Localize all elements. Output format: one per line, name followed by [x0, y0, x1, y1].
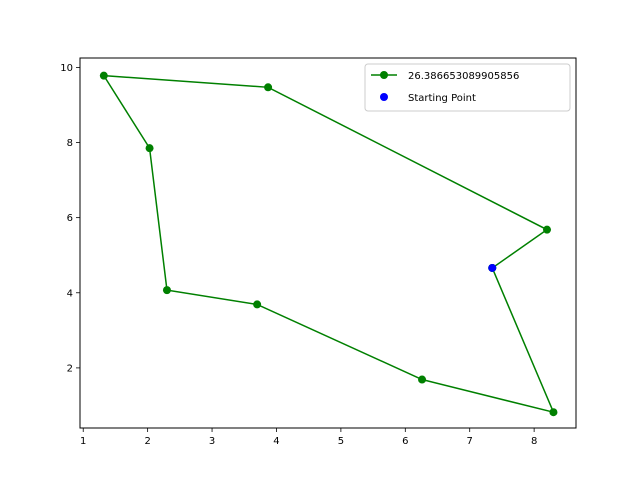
- route-point: [99, 71, 108, 80]
- legend-frame: [364, 63, 571, 112]
- x-tick-label: 8: [531, 436, 537, 447]
- x-axis: 1 2 3 4 5 6 7 8: [80, 428, 537, 447]
- x-tick-label: 3: [209, 436, 215, 447]
- legend: 26.386653089905856 Starting Point: [364, 63, 571, 112]
- route-point: [145, 144, 154, 153]
- x-tick-label: 1: [80, 436, 86, 447]
- x-tick-label: 7: [467, 436, 473, 447]
- x-tick-label: 4: [273, 436, 279, 447]
- x-tick-label: 5: [338, 436, 344, 447]
- route-point: [543, 225, 552, 234]
- series-line-1: [102, 74, 555, 414]
- legend-label-starting-point: Starting Point: [408, 93, 476, 104]
- route-point: [253, 300, 262, 309]
- route-point: [162, 286, 171, 295]
- y-tick-label: 6: [67, 213, 73, 224]
- y-tick-label: 2: [67, 363, 73, 374]
- axes-layer: [79, 57, 577, 429]
- axes-frame: [79, 57, 577, 429]
- y-tick-label: 10: [60, 63, 73, 74]
- route-point: [264, 83, 273, 92]
- route-point: [418, 375, 427, 384]
- x-tick-label: 2: [144, 436, 150, 447]
- legend-marker-starting-point: [380, 93, 388, 101]
- y-tick-label: 8: [67, 138, 73, 149]
- series-layer: [99, 71, 558, 417]
- route-point: [549, 408, 558, 417]
- x-tick-label: 6: [402, 436, 408, 447]
- legend-marker-series-1: [380, 71, 388, 79]
- starting-point-marker: [488, 263, 497, 272]
- y-tick-label: 4: [67, 288, 73, 299]
- plot-area: [80, 58, 576, 428]
- y-axis: 2 4 6 8 10: [60, 63, 80, 374]
- legend-label-series-1: 26.386653089905856: [408, 71, 519, 82]
